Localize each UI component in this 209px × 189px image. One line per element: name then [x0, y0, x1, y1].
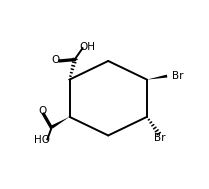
Polygon shape [51, 117, 70, 129]
Polygon shape [147, 75, 167, 80]
Text: O: O [51, 55, 59, 65]
Text: OH: OH [79, 43, 95, 53]
Text: Br: Br [172, 71, 184, 81]
Text: HO: HO [34, 135, 50, 145]
Text: Br: Br [154, 133, 165, 143]
Text: O: O [39, 106, 47, 116]
